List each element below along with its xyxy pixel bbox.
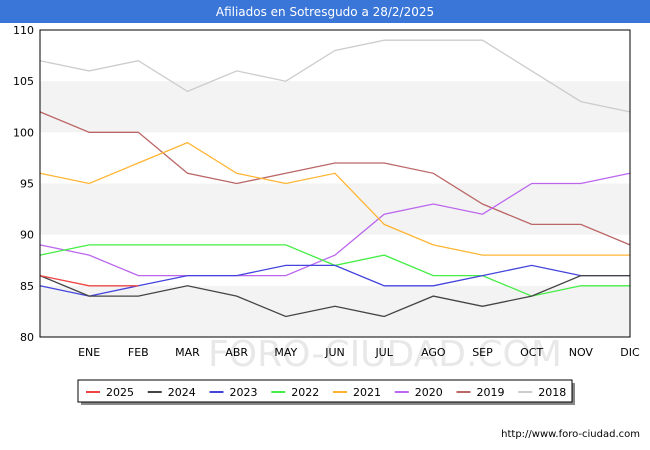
- legend: 2025 2024 2023 2022 2021 2020 2019 2018: [77, 379, 575, 405]
- y-tick-label-90: 90: [20, 229, 34, 242]
- y-tick-label-110: 110: [13, 24, 34, 37]
- x-tick-label-abr: ABR: [225, 346, 248, 359]
- source-url: http://www.foro-ciudad.com: [501, 429, 640, 440]
- band-80-85: [40, 285, 630, 337]
- x-tick-label-feb: FEB: [128, 346, 149, 359]
- x-tick-label-dic: DIC: [620, 346, 640, 359]
- legend-label-2019: 2019: [477, 386, 505, 399]
- legend-label-2018: 2018: [538, 386, 566, 399]
- title-bar: [0, 0, 650, 23]
- x-tick-label-oct: OCT: [520, 346, 543, 359]
- series-line-2019: [39, 111, 631, 246]
- band-100-105: [40, 81, 630, 133]
- y-tick-label-100: 100: [13, 126, 34, 139]
- x-tick-label-jun: JUN: [324, 346, 345, 359]
- legend-label-2024: 2024: [168, 386, 196, 399]
- axes-layer: 80 85 90 95 100 105 110 ENE FEB MAR ABR MAY JUN JUL AG…: [13, 24, 640, 359]
- x-tick-label-may: MAY: [274, 346, 297, 359]
- x-tick-label-sep: SEP: [472, 346, 493, 359]
- x-tick-label-mar: MAR: [175, 346, 200, 359]
- series-line-2021: [39, 141, 630, 256]
- x-tick-label-ago: AGO: [421, 346, 446, 359]
- legend-label-2020: 2020: [415, 386, 443, 399]
- plot-frame: [39, 29, 631, 338]
- y-tick-label-95: 95: [20, 178, 34, 191]
- x-tick-label-nov: NOV: [569, 346, 594, 359]
- chart-title: Afiliados en Sotresgudo a 28/2/2025: [216, 5, 434, 19]
- band-90-95: [40, 183, 630, 235]
- y-tick-label-85: 85: [20, 280, 34, 293]
- series-line-2020: [39, 172, 631, 277]
- legend-label-2021: 2021: [353, 386, 381, 399]
- watermark-text: FORO-CIUDAD.COM: [208, 334, 562, 375]
- legend-label-2023: 2023: [230, 386, 258, 399]
- x-tick-label-jul: JUL: [374, 346, 393, 359]
- y-tick-label-80: 80: [20, 331, 34, 344]
- y-tick-label-105: 105: [13, 75, 34, 88]
- legend-box: [77, 379, 573, 403]
- series-line-2024: [39, 274, 630, 318]
- legend-label-2022: 2022: [291, 386, 319, 399]
- series-line-2025: [39, 274, 139, 287]
- series-layer: [39, 39, 631, 318]
- legend-label-2025: 2025: [106, 386, 134, 399]
- background-bands: [40, 81, 630, 337]
- x-tick-label-ene: ENE: [78, 346, 100, 359]
- series-line-2018: [39, 39, 631, 113]
